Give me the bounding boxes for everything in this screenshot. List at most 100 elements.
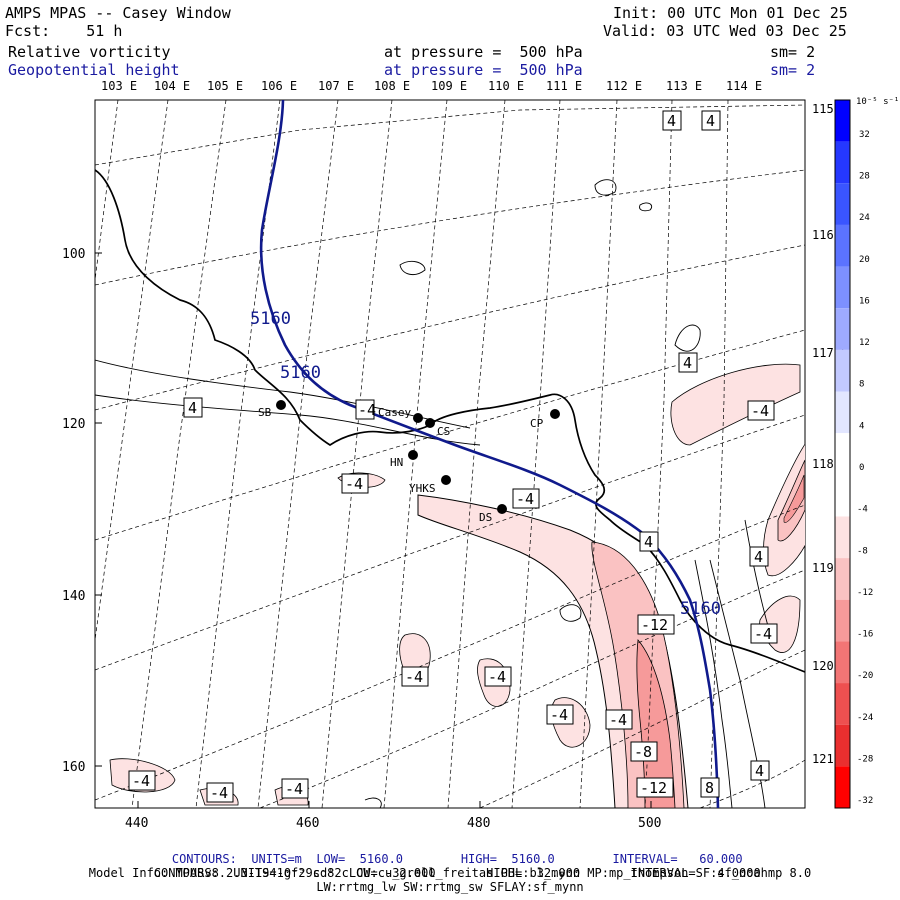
height-label: 5160 <box>280 363 321 383</box>
vort-label: -4 <box>405 668 423 686</box>
colorbar-frame <box>834 99 851 809</box>
station-label: Casey <box>378 406 411 419</box>
colorbar-swatch <box>835 724 850 767</box>
colorbar-tick-label: -20 <box>857 671 873 681</box>
y-axis-label: 140 <box>62 589 85 604</box>
x-axis-label: 440 <box>125 816 148 831</box>
colorbar-tick-label: -24 <box>857 713 873 723</box>
footer-model-info: Model Info: MPASv8.2.3-194-gf29cd82c CU:… <box>88 866 812 880</box>
vort-label: -12 <box>641 616 668 634</box>
axis-ticks <box>95 252 652 808</box>
colorbar-tick-label: -8 <box>857 546 868 556</box>
y-axis-label: 160 <box>62 760 85 775</box>
station-label: SB <box>258 406 272 419</box>
field1-level: at pressure = 500 hPa <box>384 43 583 61</box>
colorbar-tick-label: 20 <box>859 255 870 265</box>
colorbar-swatch <box>835 683 850 725</box>
field1-smoothing: sm= 2 <box>770 43 816 61</box>
colorbar-tick-label: 4 <box>859 421 864 431</box>
colorbar-tick-label: -12 <box>857 588 873 598</box>
footer-interval: INTERVAL= 4.0000 <box>630 866 761 880</box>
colorbar-swatch <box>835 266 850 309</box>
vort-label: -4 <box>345 475 363 493</box>
latlon-grid <box>95 100 805 808</box>
vort-label: -4 <box>550 706 568 724</box>
station-ds-dot <box>497 504 507 514</box>
colorbar-swatch <box>835 183 850 225</box>
x-axis-label: 480 <box>467 816 490 831</box>
vort-label: -4 <box>754 625 772 643</box>
vort-label: 4 <box>754 548 763 566</box>
station-hn-dot <box>408 450 418 460</box>
init-time: Init: 00 UTC Mon 01 Dec 25 <box>613 4 848 22</box>
vort-label: -4 <box>609 711 627 729</box>
x-axis-label: 460 <box>296 816 319 831</box>
lon-label: 113 E <box>666 79 702 93</box>
field2-smoothing: sm= 2 <box>770 61 816 79</box>
colorbar-tick-label: 32 <box>859 130 870 140</box>
vort-label: -12 <box>640 779 667 797</box>
vort-label: -4 <box>132 772 150 790</box>
station-cs-dot <box>425 418 435 428</box>
colorbar-tick-label: 28 <box>859 171 870 181</box>
station-label: YHKS <box>409 482 436 495</box>
vort-label: -4 <box>488 668 506 686</box>
colorbar-swatch <box>835 349 850 392</box>
lon-label: 110 E <box>488 79 524 93</box>
lon-label: 107 E <box>318 79 354 93</box>
height-label: 5160 <box>250 309 291 329</box>
footer-label: CONTOURS: UNITS=m LOW= 5160.0 <box>171 852 404 866</box>
colorbar-swatch <box>835 433 850 475</box>
colorbar-swatch <box>835 599 850 642</box>
station-sb-dot <box>276 400 286 410</box>
lon-label: 108 E <box>374 79 410 93</box>
colorbar-swatch <box>835 224 850 267</box>
height-label: 5160 <box>680 599 721 619</box>
colorbar-tick-label: -28 <box>857 755 873 765</box>
colorbar-tick-label: -16 <box>857 630 873 640</box>
plot-title: AMPS MPAS -- Casey Window <box>5 4 231 22</box>
vort-label: -4 <box>516 490 534 508</box>
vort-label: 8 <box>705 779 714 797</box>
colorbar-tick-label: 24 <box>859 213 870 223</box>
station-yhks-dot <box>441 475 451 485</box>
lon-label: 104 E <box>154 79 190 93</box>
colorbar-swatch <box>835 474 850 517</box>
lon-label: 109 E <box>431 79 467 93</box>
vort-label: 4 <box>755 762 764 780</box>
lon-label: 114 E <box>726 79 762 93</box>
vort-label: -4 <box>210 784 228 802</box>
colorbar-swatch <box>835 516 850 559</box>
station-label: HN <box>390 456 403 469</box>
colorbar-swatch <box>835 641 850 684</box>
colorbar-swatch <box>835 766 850 808</box>
vort-label: -8 <box>634 743 652 761</box>
footer-vort-contours: CONTOURS: UNITS=10⁻⁵ s⁻¹ LOW= -32.000 HI… <box>0 852 900 880</box>
colorbar-tick-label: 0 <box>859 463 864 473</box>
colorbar-tick-label: 8 <box>859 380 864 390</box>
station-label: CP <box>530 417 544 430</box>
colorbar-tick-label: 12 <box>859 338 870 348</box>
vort-label: -4 <box>285 780 303 798</box>
y-axis-label: 120 <box>62 417 85 432</box>
footer-high: HIGH= 32.000 <box>486 866 581 880</box>
lon-label: 103 E <box>101 79 137 93</box>
footer-label: CONTOURS: UNITS=10⁻⁵ s⁻¹ LOW= -32.000 <box>153 866 436 880</box>
lon-label: 112 E <box>606 79 642 93</box>
map-panel <box>94 99 806 809</box>
colorbar-tick-label: 16 <box>859 296 870 306</box>
colorbar-swatch <box>835 308 850 350</box>
vort-label: 4 <box>683 354 692 372</box>
footer-height-contours: CONTOURS: UNITS=m LOW= 5160.0 HIGH= 5160… <box>0 838 900 866</box>
x-axis-label: 500 <box>638 816 661 831</box>
colorbar-tick-label: -32 <box>857 796 873 806</box>
y-axis-label: 100 <box>62 247 85 262</box>
station-label: CS <box>437 425 450 438</box>
colorbar-unit: 10⁻⁵ s⁻¹ <box>856 97 899 107</box>
colorbar-swatch <box>835 391 850 434</box>
colorbar-swatch <box>835 558 850 600</box>
vort-label: -4 <box>358 401 376 419</box>
colorbar-swatch <box>835 100 850 142</box>
colorbar-swatch <box>835 141 850 184</box>
